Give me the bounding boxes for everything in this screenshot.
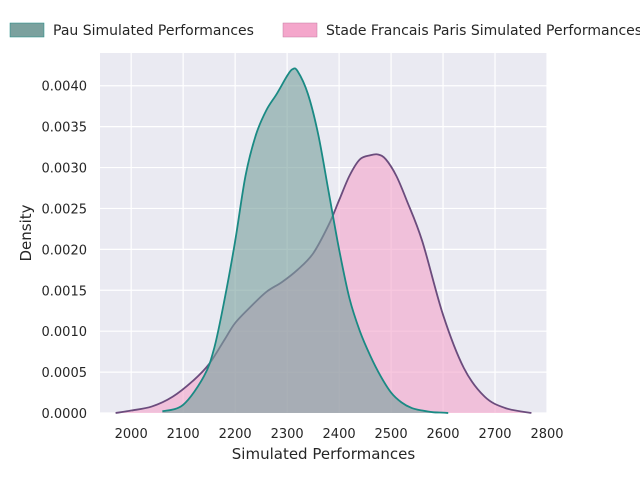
line-stade-francais bbox=[115, 153, 532, 414]
y-tick-label: 0.0025 bbox=[42, 202, 88, 217]
y-tick-label: 0.0005 bbox=[42, 366, 88, 381]
legend: Pau Simulated Performances Stade Francai… bbox=[9, 22, 640, 39]
y-tick-label: 0.0040 bbox=[42, 80, 88, 95]
x-tick-label: 2500 bbox=[375, 427, 408, 442]
legend-label-stade-francais: Stade Francais Paris Simulated Performan… bbox=[326, 23, 640, 39]
x-tick-label: 2400 bbox=[323, 427, 356, 442]
x-tick-label: 2000 bbox=[115, 427, 148, 442]
y-tick-label: 0.0015 bbox=[42, 284, 88, 299]
x-axis-label: Simulated Performances bbox=[232, 445, 416, 463]
series-layer bbox=[115, 67, 532, 414]
y-tick-label: 0.0035 bbox=[42, 121, 88, 136]
x-tick-label: 2100 bbox=[167, 427, 200, 442]
x-tick-label: 2200 bbox=[219, 427, 252, 442]
line-pau bbox=[162, 67, 449, 414]
x-axis-ticks: 2000 2100 2200 2300 2400 2500 2600 2700 2800 bbox=[115, 427, 564, 442]
y-tick-label: 0.0000 bbox=[42, 407, 88, 422]
legend-swatch-stade-francais bbox=[282, 22, 318, 38]
y-tick-label: 0.0030 bbox=[42, 162, 88, 177]
y-axis-label: Density bbox=[17, 204, 35, 261]
x-tick-label: 2300 bbox=[271, 427, 304, 442]
y-tick-label: 0.0020 bbox=[42, 243, 88, 258]
y-axis-ticks: 0.0000 0.0005 0.0010 0.0015 0.0020 0.0025 0.00… bbox=[42, 80, 88, 422]
x-tick-label: 2700 bbox=[478, 427, 511, 442]
legend-label-pau: Pau Simulated Performances bbox=[53, 23, 254, 39]
y-tick-label: 0.0010 bbox=[42, 325, 88, 340]
x-tick-label: 2800 bbox=[530, 427, 563, 442]
x-tick-label: 2600 bbox=[426, 427, 459, 442]
area-pau bbox=[162, 68, 449, 413]
legend-swatch-pau bbox=[9, 22, 45, 38]
